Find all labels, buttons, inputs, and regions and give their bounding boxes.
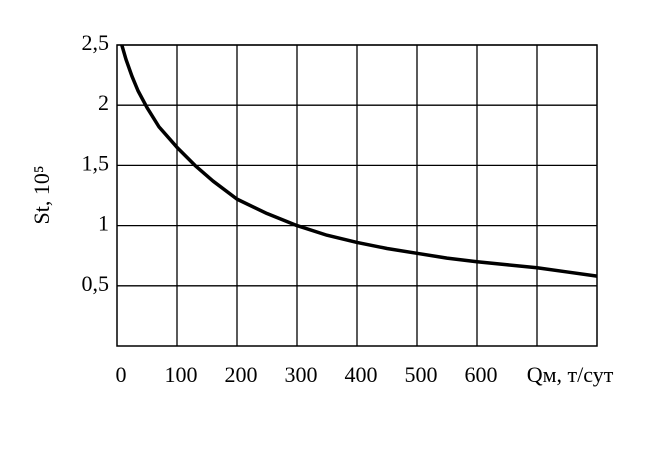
y-tick-label: 2 (98, 90, 109, 115)
x-tick-label: 300 (285, 362, 318, 387)
data-line (120, 44, 598, 278)
x-tick-label: 200 (225, 362, 258, 387)
x-tick-label: 500 (405, 362, 438, 387)
x-tick-label: 100 (165, 362, 198, 387)
x-axis-label: Qм, т/сут (527, 362, 614, 387)
x-tick-label: 0 (116, 362, 127, 387)
y-tick-label: 1,5 (82, 150, 110, 175)
x-tick-label: 400 (345, 362, 378, 387)
y-tick-label: 1 (98, 211, 109, 236)
y-tick-label: 0,5 (82, 271, 110, 296)
y-axis-label: St, 10⁵ (29, 165, 54, 224)
x-tick-label: 600 (465, 362, 498, 387)
y-tick-label: 2,5 (82, 30, 110, 55)
